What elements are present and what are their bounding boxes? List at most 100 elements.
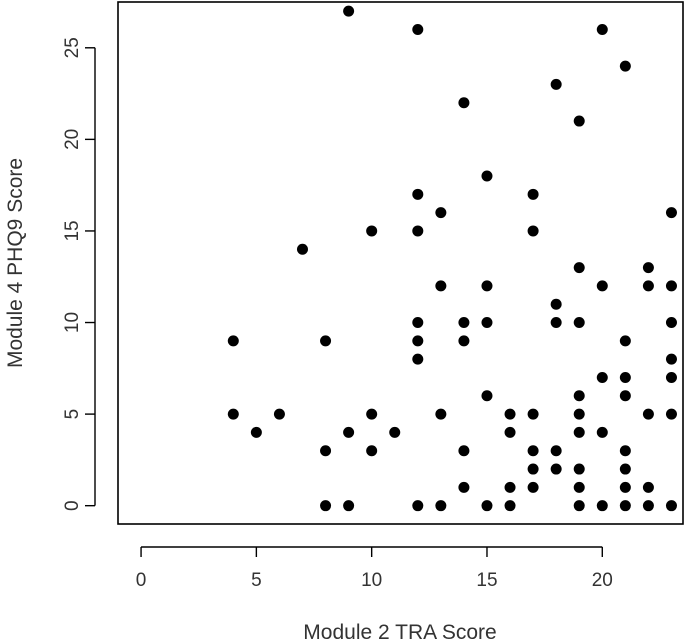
data-point [573,408,585,420]
data-point [481,500,493,512]
data-point [665,280,677,292]
y-tick-label: 25 [62,37,83,58]
data-point [665,500,677,512]
data-point [665,207,677,219]
data-point [665,353,677,365]
data-point [412,500,424,512]
y-axis: 0 5 10 15 20 25 [62,37,96,511]
data-point [227,335,239,347]
data-point [527,445,539,457]
data-point [573,262,585,274]
data-point [665,317,677,329]
data-point [504,500,516,512]
data-point [412,188,424,200]
data-point [619,445,631,457]
y-tick-label: 0 [62,500,83,511]
data-point [527,463,539,475]
plot-area-frame [117,1,684,525]
x-tick-label: 10 [361,570,382,591]
data-point [619,463,631,475]
y-tick-label: 15 [62,220,83,241]
data-point [550,317,562,329]
x-tick-label: 0 [136,570,147,591]
data-point [458,335,470,347]
data-point [642,481,654,493]
data-point [527,188,539,200]
data-point [320,500,332,512]
data-point [273,408,285,420]
data-point [573,390,585,402]
data-point [320,335,332,347]
data-point [435,207,447,219]
x-axis-label: Module 2 TRA Score [303,621,496,644]
y-axis-label: Module 4 PHQ9 Score [4,158,27,368]
data-point [412,23,424,35]
data-point [343,5,355,17]
data-point [619,60,631,72]
data-point [550,78,562,90]
data-point [481,390,493,402]
data-point [296,243,308,255]
data-point [527,408,539,420]
data-point [573,115,585,127]
data-point [573,463,585,475]
data-point [550,298,562,310]
data-point [343,426,355,438]
data-point [573,317,585,329]
data-point [665,408,677,420]
x-tick-label: 5 [251,570,262,591]
x-tick-label: 20 [592,570,613,591]
data-point [550,445,562,457]
data-point [412,335,424,347]
data-point [573,500,585,512]
data-point [665,371,677,383]
data-point [527,481,539,493]
x-axis: 0 5 10 15 20 [136,546,613,591]
data-point [366,408,378,420]
data-point [227,408,239,420]
data-points [227,5,677,512]
data-point [504,426,516,438]
data-point [596,426,608,438]
data-point [366,225,378,237]
data-point [412,353,424,365]
data-point [596,280,608,292]
data-point [458,481,470,493]
data-point [481,317,493,329]
data-point [642,262,654,274]
data-point [481,280,493,292]
data-point [573,426,585,438]
data-point [596,500,608,512]
x-tick-label: 15 [476,570,497,591]
y-tick-label: 5 [62,409,83,420]
y-tick-label: 10 [62,312,83,333]
data-point [619,371,631,383]
data-point [596,371,608,383]
data-point [527,225,539,237]
data-point [642,500,654,512]
data-point [250,426,262,438]
data-point [504,481,516,493]
data-point [320,445,332,457]
data-point [412,317,424,329]
data-point [619,390,631,402]
data-point [343,500,355,512]
y-tick-label: 20 [62,129,83,150]
data-point [619,335,631,347]
data-point [435,280,447,292]
data-point [642,408,654,420]
data-point [619,500,631,512]
data-point [458,97,470,109]
data-point [596,23,608,35]
data-point [389,426,401,438]
data-point [435,500,447,512]
data-point [458,317,470,329]
data-point [435,408,447,420]
data-point [412,225,424,237]
data-point [458,445,470,457]
data-point [366,445,378,457]
data-point [504,408,516,420]
data-point [481,170,493,182]
data-point [550,463,562,475]
